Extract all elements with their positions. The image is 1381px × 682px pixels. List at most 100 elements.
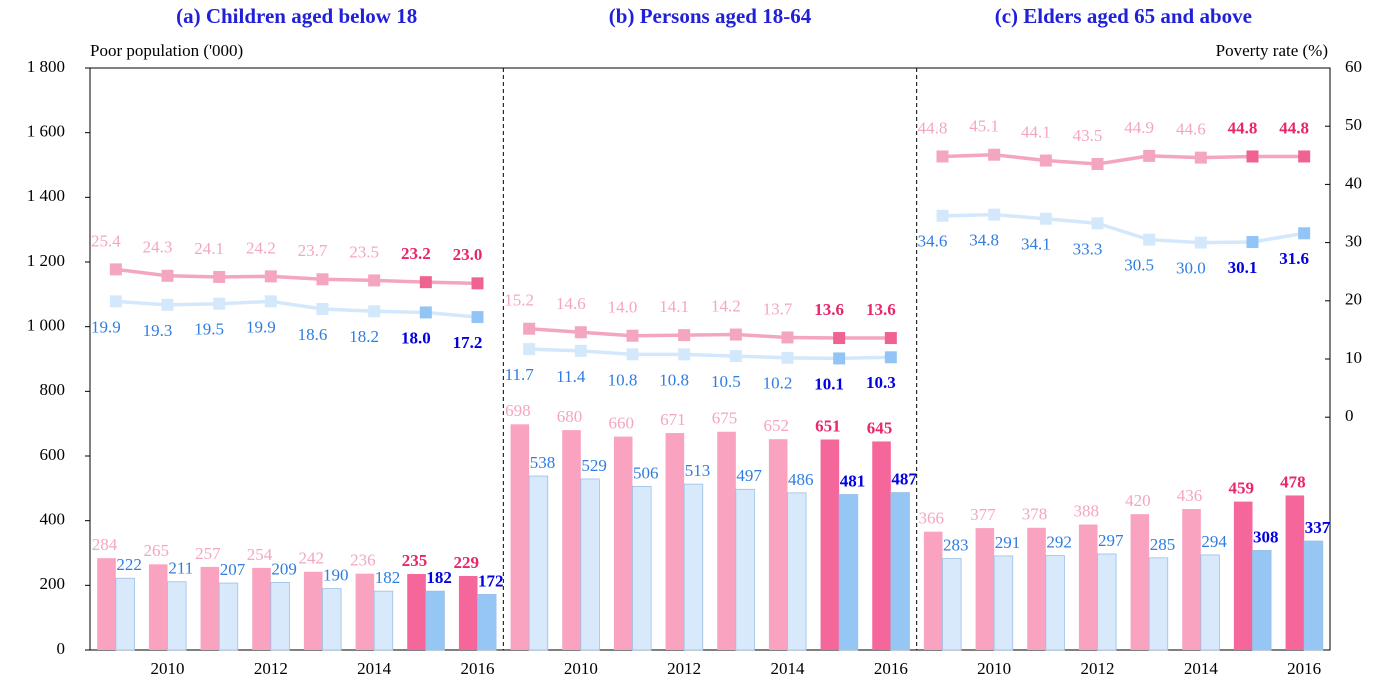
rate-value-label: 24.1 — [194, 239, 224, 258]
bar — [683, 483, 704, 651]
bar-value-label: 265 — [143, 541, 169, 560]
y-tick-label: 0 — [57, 639, 66, 658]
x-tick-label: 2012 — [667, 659, 701, 678]
rate-value-label: 44.8 — [1228, 118, 1258, 137]
bar — [407, 574, 426, 650]
rate-value-label: 17.2 — [453, 333, 483, 352]
bar — [1130, 514, 1150, 650]
rate-marker — [471, 311, 484, 324]
bar-value-label: 236 — [350, 551, 376, 570]
bar — [1303, 540, 1324, 651]
y-tick-label: 600 — [40, 445, 66, 464]
bar — [562, 430, 581, 650]
rate-value-label: 30.5 — [1124, 256, 1154, 275]
rate-line — [115, 267, 478, 286]
bar-value-label: 308 — [1253, 527, 1279, 546]
rate-value-label: 45.1 — [969, 117, 999, 136]
bar — [1097, 553, 1117, 651]
bar — [665, 433, 685, 650]
rate-marker — [781, 351, 794, 364]
bar — [717, 431, 736, 650]
bar-value-label: 538 — [530, 453, 556, 472]
rate-line — [942, 212, 1305, 245]
bar-value-label: 292 — [1046, 532, 1072, 551]
bar-value-label: 294 — [1201, 532, 1227, 551]
bar — [97, 558, 116, 650]
bar — [872, 441, 891, 650]
rate-marker — [1143, 149, 1156, 162]
bar-value-label: 366 — [918, 509, 944, 528]
rate-marker — [1246, 236, 1259, 249]
x-tick-label: 2016 — [1287, 659, 1321, 678]
rate-value-label: 23.5 — [349, 242, 379, 261]
rate-marker — [678, 329, 691, 342]
y-tick-label: 200 — [40, 574, 66, 593]
rate-value-label: 11.7 — [505, 365, 535, 384]
rate-value-label: 34.1 — [1021, 235, 1051, 254]
bar — [1233, 501, 1253, 650]
bar — [355, 573, 375, 650]
bar-value-label: 487 — [891, 469, 917, 488]
y-tick-label: 1 200 — [27, 251, 65, 270]
rate-marker — [678, 348, 691, 361]
bar-value-label: 420 — [1125, 491, 1151, 510]
bar — [632, 485, 652, 651]
rate-value-label: 15.2 — [504, 291, 534, 310]
y2-tick-label: 50 — [1345, 115, 1362, 134]
bar-value-label: 651 — [815, 416, 841, 435]
rate-marker — [471, 277, 484, 290]
bar — [838, 494, 859, 651]
rate-value-label: 14.6 — [556, 294, 586, 313]
rate-value-label: 11.4 — [556, 367, 586, 386]
bar — [115, 577, 135, 651]
bar — [148, 564, 168, 650]
y-tick-label: 1 600 — [27, 122, 65, 141]
bar-value-label: 671 — [660, 410, 686, 429]
rate-value-label: 13.6 — [814, 300, 844, 319]
rate-marker — [574, 326, 587, 339]
bar — [787, 492, 807, 651]
rate-value-label: 30.1 — [1228, 258, 1258, 277]
bar — [425, 590, 445, 651]
rate-marker — [833, 332, 846, 345]
x-tick-label: 2010 — [564, 659, 598, 678]
bar — [252, 567, 271, 650]
rate-value-label: 18.0 — [401, 328, 431, 347]
x-tick-label: 2016 — [461, 659, 495, 678]
bar-value-label: 388 — [1073, 501, 1099, 520]
bar-value-label: 283 — [943, 535, 969, 554]
bar-value-label: 652 — [763, 416, 789, 435]
rate-marker — [523, 322, 536, 335]
rate-marker — [161, 298, 174, 311]
rate-value-label: 10.8 — [608, 370, 638, 389]
rate-marker — [523, 343, 536, 356]
bar-value-label: 486 — [788, 470, 814, 489]
bar-value-label: 182 — [375, 568, 401, 587]
y-tick-label: 400 — [40, 510, 66, 529]
rate-marker — [368, 305, 381, 318]
bar — [768, 439, 788, 650]
bar-value-label: 257 — [195, 544, 221, 563]
rate-marker — [781, 331, 794, 344]
bar — [993, 555, 1014, 651]
bar-value-label: 459 — [1228, 478, 1254, 497]
bar-value-label: 291 — [995, 533, 1021, 552]
bar — [942, 558, 962, 651]
bar — [458, 575, 478, 650]
x-tick-label: 2012 — [1081, 659, 1115, 678]
bar-value-label: 242 — [298, 549, 324, 568]
rate-marker — [213, 297, 226, 310]
x-tick-label: 2014 — [771, 659, 806, 678]
x-tick-label: 2014 — [1184, 659, 1219, 678]
rate-marker — [213, 270, 226, 283]
rate-marker — [419, 276, 432, 289]
y-tick-label: 1 800 — [27, 57, 65, 76]
rate-line — [942, 152, 1305, 166]
rate-value-label: 30.0 — [1176, 259, 1206, 278]
rate-marker — [109, 295, 122, 308]
y-tick-label: 800 — [40, 380, 66, 399]
y2-tick-label: 30 — [1345, 232, 1362, 251]
rate-marker — [1091, 217, 1104, 230]
rate-marker — [936, 209, 949, 222]
